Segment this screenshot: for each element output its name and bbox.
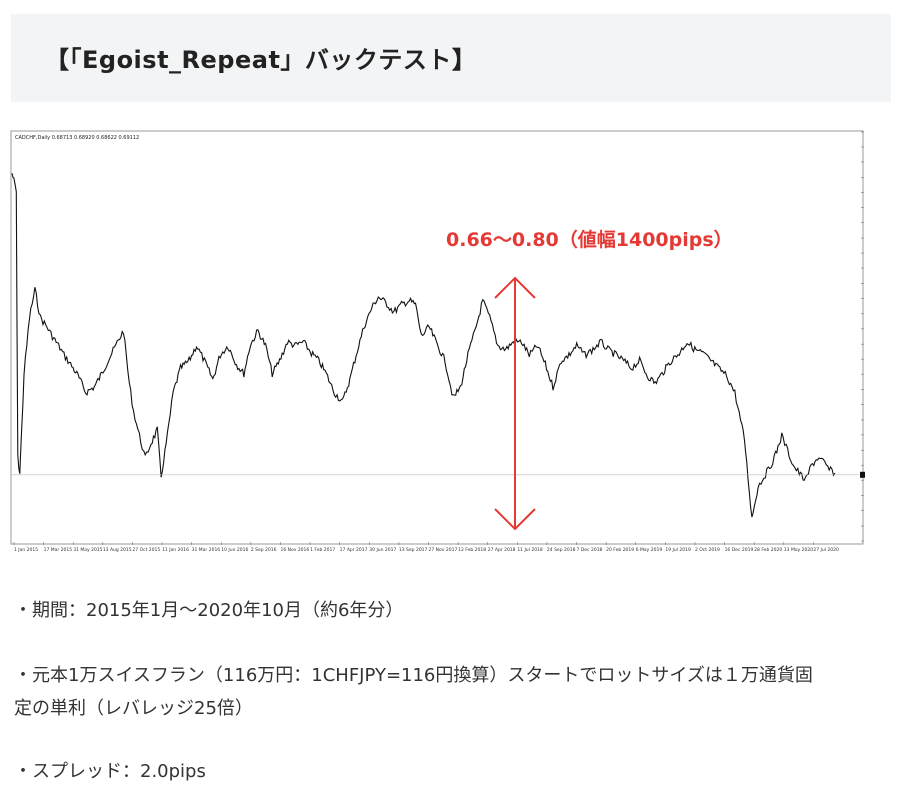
price-chart: 0.874000.866000.858000.849800.841800.833… (10, 126, 865, 553)
info-period: ・期間：2015年1月〜2020年10月（約6年分） (14, 600, 404, 621)
annotation-label: 0.66〜0.80（値幅1400pips） (446, 228, 733, 251)
current-price-marker (12, 471, 865, 478)
x-tick-label: 12 Feb 2018 (458, 547, 486, 553)
x-tick-label: 16 Nov 2016 (280, 547, 309, 553)
info-spread: ・スプレッド：2.0pips (14, 761, 206, 782)
range-annotation: 0.66〜0.80（値幅1400pips） (446, 228, 733, 531)
x-tick-label: 7 Dec 2018 (577, 547, 603, 553)
x-tick-label: 6 May 2019 (636, 547, 663, 553)
x-tick-label: 27 Oct 2015 (132, 547, 160, 553)
x-tick-label: 17 Apr 2017 (340, 547, 368, 553)
x-tick-label: 30 Jun 2017 (369, 547, 396, 553)
current-price-box (860, 471, 865, 478)
x-tick-label: 1 Jan 2015 (14, 547, 38, 553)
chart-border (10, 130, 864, 545)
x-axis-ticks: 1 Jan 2015 17 Mar 2015 31 May 2015 13 Aug 2… (13, 542, 839, 553)
x-tick-label: 20 Feb 2019 (606, 547, 634, 553)
x-tick-label: 10 Jun 2016 (221, 547, 248, 553)
annotation-arrow-head-down (494, 508, 536, 531)
chart-svg: 0.874000.866000.858000.849800.841800.833… (10, 126, 865, 553)
section-title: 【「Egoist_Repeat」バックテスト】 (45, 46, 477, 74)
section-header: 【「Egoist_Repeat」バックテスト】 (11, 14, 891, 102)
x-tick-label: 1 Feb 2017 (310, 547, 335, 553)
price-series (11, 173, 836, 518)
x-tick-label: 27 Nov 2017 (429, 547, 458, 553)
x-tick-label: 31 May 2015 (73, 547, 102, 553)
x-tick-label: 17 Mar 2015 (44, 547, 73, 553)
series-line (11, 173, 836, 518)
y-axis-ticks: 0.874000.866000.858000.849800.841800.833… (861, 131, 864, 542)
x-tick-label: 28 Feb 2020 (754, 547, 782, 553)
info-capital-line-1: ・元本1万スイスフラン（116万円：1CHFJPY=116円換算）スタートでロッ… (14, 665, 813, 686)
x-tick-label: 31 Mar 2016 (192, 547, 221, 553)
x-tick-label: 27 Apr 2018 (488, 547, 516, 553)
x-tick-label: 16 Dec 2019 (725, 547, 754, 553)
x-tick-label: 11 Jul 2018 (517, 547, 543, 553)
x-tick-label: 13 Sep 2017 (399, 547, 428, 553)
x-tick-label: 2 Oct 2019 (695, 547, 720, 553)
x-tick-label: 2 Sep 2016 (251, 547, 277, 553)
chart-background (10, 126, 865, 553)
x-tick-label: 13 Aug 2015 (103, 547, 132, 553)
info-capital-line-2: 定の単利（レバレッジ25倍） (14, 698, 253, 719)
x-tick-label: 13 May 2020 (784, 547, 813, 553)
x-tick-label: 24 Sep 2018 (547, 547, 576, 553)
chart-title: CADCHF,Daily 0.68713 0.68920 0.68622 0.6… (15, 135, 139, 141)
x-tick-label: 11 Jan 2016 (162, 547, 189, 553)
annotation-arrow-head-up (494, 276, 536, 299)
x-tick-label: 19 Jul 2019 (665, 547, 691, 553)
info-capital: ・元本1万スイスフラン（116万円：1CHFJPY=116円換算）スタートでロッ… (14, 659, 894, 725)
x-tick-label: 27 Jul 2020 (813, 547, 839, 553)
